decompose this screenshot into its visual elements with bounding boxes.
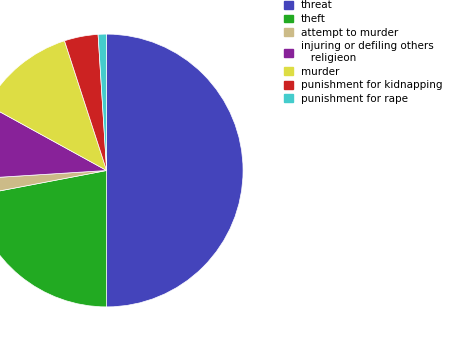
Wedge shape [0,105,107,179]
Wedge shape [98,34,107,170]
Wedge shape [0,170,107,196]
Wedge shape [0,41,107,170]
Legend: threat, theft, attempt to murder, injuring or defiling others
   religieon, murd: threat, theft, attempt to murder, injuri… [283,0,445,106]
Wedge shape [107,34,243,307]
Wedge shape [0,170,107,307]
Wedge shape [64,34,107,170]
